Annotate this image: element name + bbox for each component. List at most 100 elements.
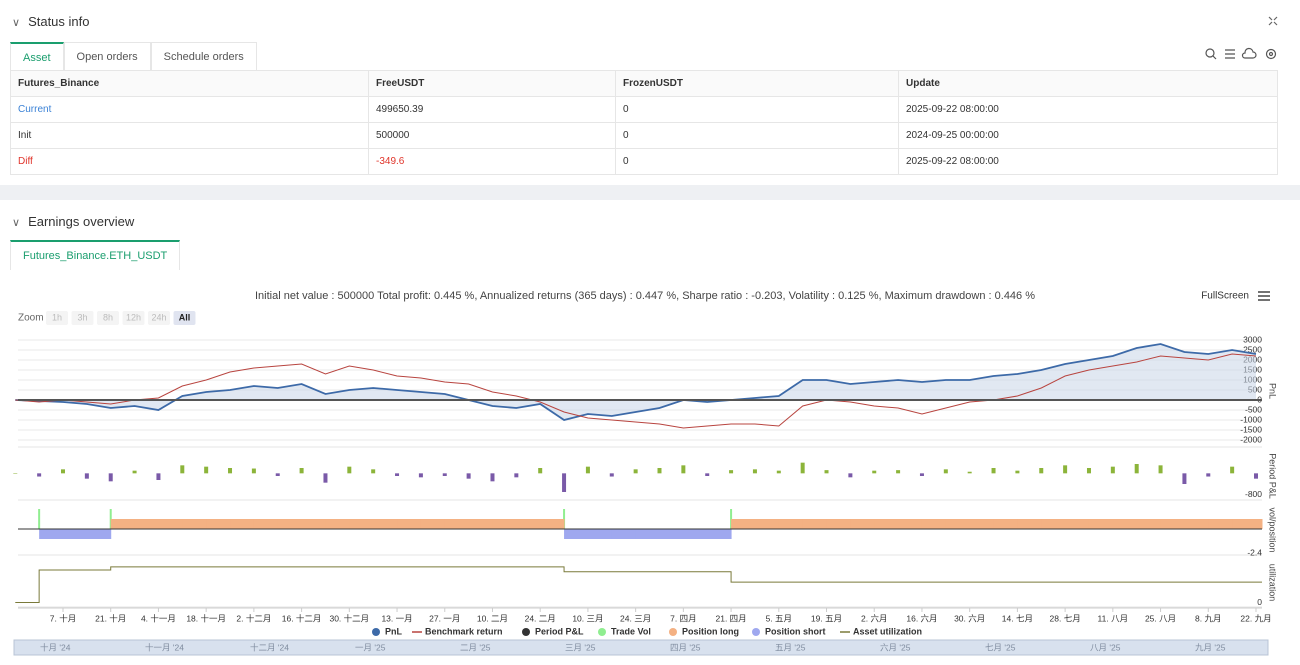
position xyxy=(253,519,279,529)
bar xyxy=(442,473,447,476)
position xyxy=(373,519,398,529)
x-tick-label: 2. 十二月 xyxy=(236,613,271,623)
bar xyxy=(776,470,781,474)
settings-icon[interactable] xyxy=(1265,48,1277,60)
y-tick-label: 3000 xyxy=(1243,334,1262,344)
bar xyxy=(228,468,233,474)
pnl-area xyxy=(15,344,1256,420)
navigator-label: 十一月 '24 xyxy=(145,642,184,652)
position xyxy=(850,519,875,529)
x-tick-label: 4. 十一月 xyxy=(141,613,176,623)
zoom-button-label: All xyxy=(179,312,191,322)
navigator-label: 十二月 '24 xyxy=(250,642,289,652)
navigator-label: 三月 '25 xyxy=(565,642,596,652)
cell: 500000 xyxy=(368,122,616,149)
y-tick-label: -2.4 xyxy=(1247,547,1262,557)
legend-label[interactable]: Position short xyxy=(765,626,826,636)
row: Init 500000 0 2024-09-25 00:00:00 xyxy=(10,122,1278,149)
x-tick-label: 27. 一月 xyxy=(429,613,460,623)
bar xyxy=(538,468,543,474)
search-icon[interactable] xyxy=(1205,48,1217,60)
cloud-icon[interactable] xyxy=(1241,47,1257,59)
x-tick-label: 2. 六月 xyxy=(861,613,887,623)
menu-icon[interactable] xyxy=(1258,291,1270,301)
bar xyxy=(609,473,614,477)
x-tick-label: 13. 一月 xyxy=(381,613,412,623)
legend-label[interactable]: Benchmark return xyxy=(425,626,503,636)
position xyxy=(683,529,708,539)
bar xyxy=(633,469,638,474)
bar xyxy=(418,473,423,478)
bar xyxy=(1134,464,1139,474)
y-tick-label: -1500 xyxy=(1240,424,1262,434)
summary: Initial net value : 500000 Total profit:… xyxy=(255,290,1035,302)
position xyxy=(611,529,637,539)
bar xyxy=(514,473,519,478)
zoom-button[interactable] xyxy=(71,311,94,325)
zoom-button[interactable] xyxy=(148,311,170,325)
bar xyxy=(1206,473,1211,477)
position xyxy=(802,519,828,529)
cell: 499650.39 xyxy=(368,96,616,123)
position xyxy=(1041,519,1066,529)
navigator-label: 七月 '25 xyxy=(985,642,1016,652)
status-header[interactable]: ∨ Status info xyxy=(12,14,90,29)
bar xyxy=(1015,470,1020,474)
position xyxy=(230,519,255,529)
position xyxy=(540,519,565,529)
series-line xyxy=(15,353,1257,429)
legend-label[interactable]: Asset utilization xyxy=(853,626,922,636)
x-tick-label: 28. 七月 xyxy=(1050,613,1081,623)
x-tick-label: 7. 十月 xyxy=(50,613,76,623)
position xyxy=(301,519,326,529)
row: Diff -349.6 0 2025-09-22 08:00:00 xyxy=(10,148,1278,175)
x-tick-label: 22. 九月 xyxy=(1240,613,1271,623)
position xyxy=(349,519,374,529)
axis-label: Period P&L xyxy=(1268,453,1278,499)
y-tick-label: -800 xyxy=(1245,489,1262,499)
tab[interactable]: Futures_Binance.ETH_USDT xyxy=(10,240,181,270)
legend-label[interactable]: Trade Vol xyxy=(611,626,651,636)
position xyxy=(1232,519,1257,529)
bar xyxy=(991,468,996,474)
navigator[interactable] xyxy=(13,639,1269,656)
fullscreen-button[interactable]: FullScreen xyxy=(1201,291,1249,302)
tab[interactable]: Asset xyxy=(10,42,64,72)
zoom-button[interactable] xyxy=(46,311,68,325)
collapse-icon[interactable] xyxy=(1266,14,1280,28)
cell: Current xyxy=(10,96,369,123)
bar xyxy=(180,465,185,474)
bar xyxy=(848,473,853,478)
position xyxy=(444,519,470,529)
position xyxy=(635,529,660,539)
zoom-button[interactable] xyxy=(173,311,196,325)
legend-symbol xyxy=(669,628,677,636)
tab[interactable]: Schedule orders xyxy=(150,42,257,72)
earnings-header[interactable]: ∨ Earnings overview xyxy=(12,214,135,229)
legend-label[interactable]: Period P&L xyxy=(535,626,584,636)
zoom-button[interactable] xyxy=(97,311,119,325)
legend-symbol xyxy=(598,628,606,636)
bar xyxy=(1158,465,1163,474)
axis-label: PnL xyxy=(1268,383,1278,399)
earnings-card: ∨ Earnings overview Futures_Binance.ETH_U… xyxy=(0,200,1300,665)
bar xyxy=(1063,465,1068,474)
tab[interactable]: Open orders xyxy=(63,42,151,72)
position xyxy=(397,519,422,529)
zoom-button[interactable] xyxy=(122,311,145,325)
position xyxy=(945,519,971,529)
header-row: Futures_Binance FreeUSDT FrozenUSDT Upda… xyxy=(10,70,1278,97)
legend-label[interactable]: Position long xyxy=(682,626,739,636)
cell: 0 xyxy=(615,96,899,123)
legend-symbol xyxy=(372,628,380,636)
position xyxy=(516,519,541,529)
bar xyxy=(1254,473,1258,479)
position xyxy=(1065,519,1090,529)
position xyxy=(1112,519,1138,529)
navigator-label: 六月 '25 xyxy=(880,642,911,652)
position xyxy=(754,519,780,529)
legend-label[interactable]: PnL xyxy=(385,626,403,636)
list-icon[interactable] xyxy=(1225,49,1235,59)
legend-symbol xyxy=(522,628,530,636)
cell: -349.6 xyxy=(368,148,616,175)
